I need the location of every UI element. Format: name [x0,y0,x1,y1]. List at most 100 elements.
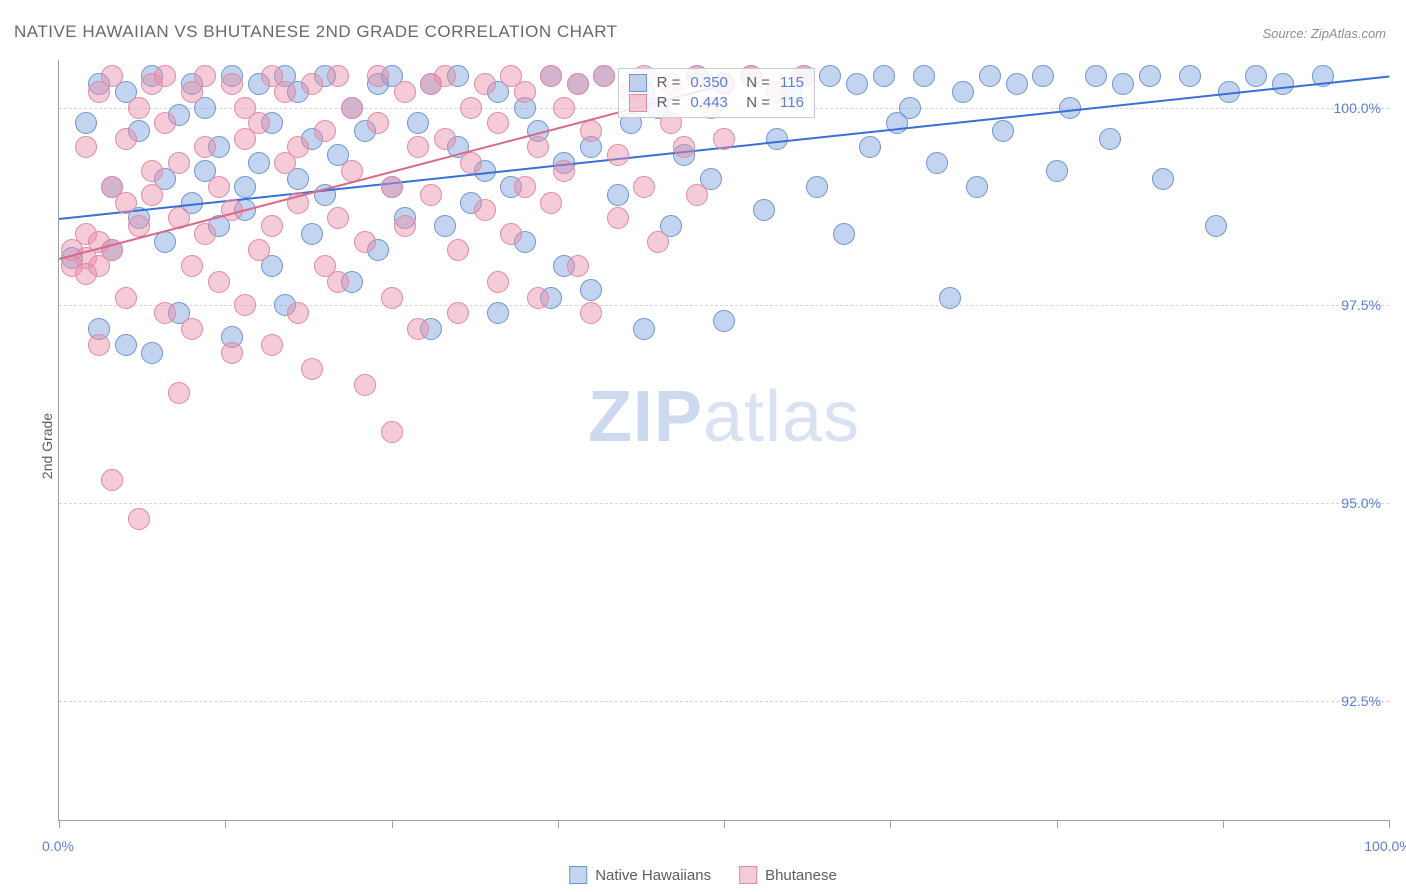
legend-swatch-icon [739,866,757,884]
data-point [354,231,376,253]
data-point [806,176,828,198]
y-tick-label: 100.0% [1334,100,1381,116]
y-axis-label: 2nd Grade [39,413,55,479]
x-tick [1057,820,1058,828]
data-point [314,120,336,142]
data-point [407,136,429,158]
data-point [447,302,469,324]
data-point [381,287,403,309]
data-point [553,160,575,182]
stats-r-label: R = [657,74,681,91]
data-point [819,65,841,87]
data-point [1179,65,1201,87]
data-point [952,81,974,103]
data-point [633,176,655,198]
data-point [1205,215,1227,237]
watermark-bold: ZIP [588,377,703,457]
data-point [833,223,855,245]
data-point [115,128,137,150]
legend-swatch-icon [569,866,587,884]
data-point [567,255,589,277]
x-tick [1389,820,1390,828]
data-point [580,279,602,301]
data-point [287,302,309,324]
data-point [394,81,416,103]
data-point [154,112,176,134]
data-point [181,318,203,340]
data-point [248,152,270,174]
data-point [607,184,629,206]
data-point [500,223,522,245]
stats-n-label: N = [738,74,770,91]
data-point [474,73,496,95]
data-point [673,136,695,158]
x-tick [392,820,393,828]
data-point [301,223,323,245]
stats-r-value: 0.443 [690,94,728,111]
data-point [460,97,482,119]
gridline [59,503,1389,504]
data-point [1032,65,1054,87]
data-point [194,136,216,158]
data-point [115,334,137,356]
data-point [487,271,509,293]
data-point [168,152,190,174]
data-point [647,231,669,253]
gridline [59,701,1389,702]
data-point [208,271,230,293]
data-point [261,334,283,356]
data-point [141,184,163,206]
data-point [514,176,536,198]
data-point [514,81,536,103]
data-point [194,223,216,245]
data-point [966,176,988,198]
source-attribution: Source: ZipAtlas.com [1262,26,1386,41]
data-point [1059,97,1081,119]
stats-r-label: R = [657,94,681,111]
x-tick-label: 100.0% [1364,838,1406,854]
stats-row: R = 0.443 N = 116 [629,93,804,113]
data-point [194,65,216,87]
y-tick-label: 95.0% [1341,495,1381,511]
data-point [753,199,775,221]
data-point [327,65,349,87]
data-point [926,152,948,174]
x-tick [890,820,891,828]
data-point [1245,65,1267,87]
stats-n-label: N = [738,94,770,111]
data-point [607,144,629,166]
data-point [141,160,163,182]
data-point [394,215,416,237]
data-point [1139,65,1161,87]
data-point [101,65,123,87]
legend-item-bhutanese: Bhutanese [739,866,837,884]
x-tick [1223,820,1224,828]
x-tick-label: 0.0% [42,838,74,854]
data-point [447,239,469,261]
gridline [59,305,1389,306]
watermark-light: atlas [703,377,860,457]
stats-row: R = 0.350 N = 115 [629,73,804,93]
data-point [527,136,549,158]
data-point [992,120,1014,142]
data-point [381,421,403,443]
data-point [407,112,429,134]
data-point [274,81,296,103]
data-point [434,65,456,87]
data-point [846,73,868,95]
data-point [527,287,549,309]
data-point [248,112,270,134]
data-point [460,152,482,174]
stats-swatch-icon [629,94,647,112]
data-point [1272,73,1294,95]
data-point [979,65,1001,87]
data-point [75,136,97,158]
data-point [75,112,97,134]
data-point [939,287,961,309]
data-point [208,176,230,198]
data-point [1099,128,1121,150]
data-point [713,128,735,150]
stats-box: R = 0.350 N = 115R = 0.443 N = 116 [618,68,815,118]
data-point [1046,160,1068,182]
stats-n-value: 115 [780,74,804,91]
